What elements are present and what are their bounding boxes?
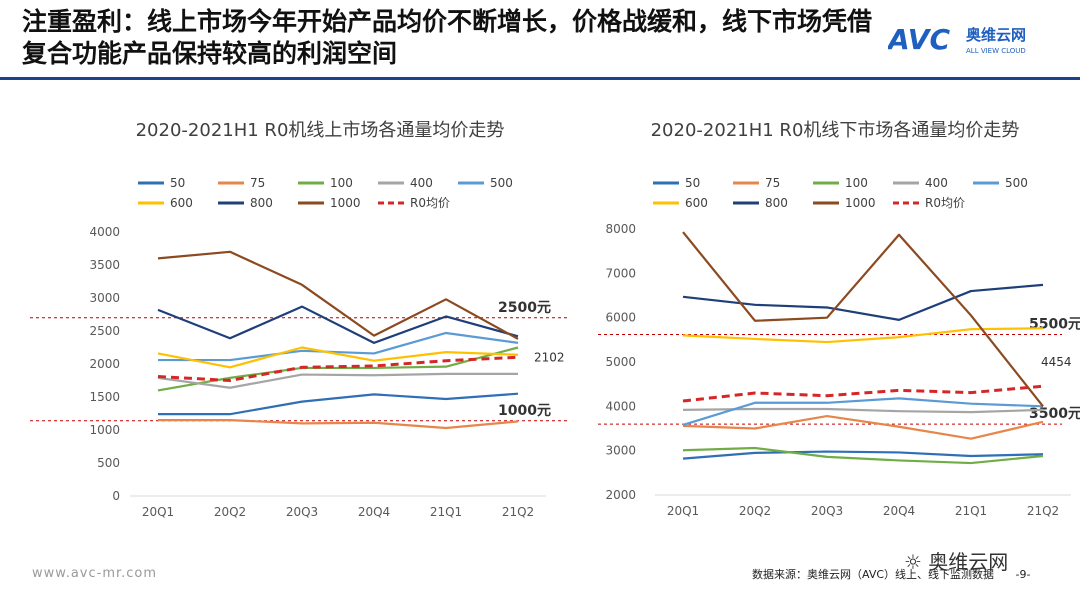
x-tick-label: 20Q2 [739, 504, 771, 518]
x-tick-label: 20Q3 [286, 505, 318, 519]
y-tick-label: 2500 [89, 324, 120, 338]
y-tick-label: 2000 [605, 488, 636, 502]
reference-label: 5500元 [1029, 317, 1080, 333]
y-tick-label: 500 [97, 456, 120, 470]
avg-annotation: 4454 [1041, 355, 1072, 369]
series-line-1000 [157, 250, 519, 340]
y-tick-label: 2000 [89, 357, 120, 371]
avc-logo-graphic: AVC 奥维云网 ALL VIEW CLOUD [886, 23, 1026, 56]
y-tick-label: 3000 [89, 291, 120, 305]
wechat-icon: ☼ [904, 550, 922, 574]
chart-title: 2020-2021H1 R0机线下市场各通量均价走势 [650, 120, 1020, 141]
online-price-chart: 2020-2021H1 R0机线上市场各通量均价走势 [80, 108, 560, 538]
x-tick-label: 20Q1 [667, 504, 699, 518]
legend-label-500: 500 [490, 176, 513, 190]
y-tick-label: 3500 [89, 258, 120, 272]
y-tick-label: 4000 [605, 399, 636, 413]
x-tick-label: 20Q3 [811, 504, 843, 518]
logo-text: AVC [888, 23, 950, 56]
chart-title: 2020-2021H1 R0机线上市场各通量均价走势 [135, 120, 505, 141]
y-tick-label: 1000 [89, 423, 120, 437]
x-tick-label: 21Q1 [955, 504, 987, 518]
series-line-1000 [682, 231, 1044, 408]
series-line-500 [682, 397, 1044, 427]
legend-label-1000: 1000 [845, 196, 876, 210]
series-line-R0均价 [682, 384, 1044, 403]
page-title: 注重盈利：线上市场今年开始产品均价不断增长，价格战缓和，线下市场凭借复合功能产品… [22, 7, 873, 68]
x-tick-label: 20Q2 [214, 505, 246, 519]
series-line-75 [682, 414, 1044, 440]
legend-label-50: 50 [685, 176, 700, 190]
y-tick-label: 0 [112, 489, 120, 503]
wechat-watermark: ☼ 奥维云网 [904, 546, 1008, 575]
legend-label-1000: 1000 [330, 196, 361, 210]
x-tick-label: 20Q4 [358, 505, 390, 519]
series-line-600 [157, 346, 519, 369]
series-line-800 [157, 305, 519, 344]
x-tick-label: 21Q1 [430, 505, 462, 519]
x-tick-label: 20Q1 [142, 505, 174, 519]
x-tick-label: 21Q2 [1027, 504, 1059, 518]
series-line-500 [158, 331, 519, 362]
y-tick-label: 7000 [605, 266, 636, 280]
series-line-100 [682, 446, 1044, 465]
header-divider [0, 77, 1080, 80]
y-tick-label: 5000 [605, 355, 636, 369]
series-line-800 [682, 283, 1044, 321]
logo-cn: 奥维云网 [966, 26, 1026, 44]
source-footer: 数据来源：奥维云网（AVC）线上、线下监测数据 -9- [752, 566, 1030, 582]
series-line-600 [682, 327, 1044, 344]
series-line-R0均价 [157, 355, 519, 382]
x-tick-label: 21Q2 [502, 505, 534, 519]
legend-label-100: 100 [330, 176, 353, 190]
legend-label-400: 400 [410, 176, 433, 190]
reference-label: 1000元 [498, 403, 551, 419]
y-tick-label: 8000 [605, 222, 636, 236]
wechat-label: 奥维云网 [928, 550, 1009, 574]
legend-label-800: 800 [250, 196, 273, 210]
legend-label-75: 75 [765, 176, 780, 190]
series-line-400 [682, 407, 1044, 414]
legend-label-R0均价: R0均价 [925, 196, 965, 210]
legend-label-400: 400 [925, 176, 948, 190]
logo-en: ALL VIEW CLOUD [966, 47, 1026, 55]
y-tick-label: 3000 [605, 444, 636, 458]
legend-label-R0均价: R0均价 [410, 196, 450, 210]
x-tick-label: 20Q4 [883, 504, 915, 518]
y-tick-label: 4000 [89, 225, 120, 239]
legend-label-800: 800 [765, 196, 788, 210]
legend-label-600: 600 [170, 196, 193, 210]
offline-price-chart: 2020-2021H1 R0机线下市场各通量均价走势 [595, 108, 1075, 538]
website-footer: www.avc-mr.com [32, 566, 158, 581]
series-line-400 [157, 372, 518, 389]
series-line-50 [682, 450, 1044, 460]
reference-label: 2500元 [498, 300, 551, 316]
legend-label-500: 500 [1005, 176, 1028, 190]
legend-label-600: 600 [685, 196, 708, 210]
legend-label-100: 100 [845, 176, 868, 190]
reference-label: 3500元 [1029, 406, 1080, 422]
avc-logo: AVC 奥维云网 ALL VIEW CLOUD [886, 22, 1058, 62]
legend-label-75: 75 [250, 176, 265, 190]
series-line-50 [158, 392, 519, 416]
source-text: 数据来源：奥维云网（AVC）线上、线下监测数据 [752, 568, 995, 581]
series-line-75 [158, 419, 519, 430]
legend-label-50: 50 [170, 176, 185, 190]
page-number: -9- [1015, 568, 1031, 581]
series-line-100 [157, 346, 519, 392]
y-tick-label: 1500 [89, 390, 120, 404]
y-tick-label: 6000 [605, 311, 636, 325]
avg-annotation: 2102 [534, 350, 565, 364]
